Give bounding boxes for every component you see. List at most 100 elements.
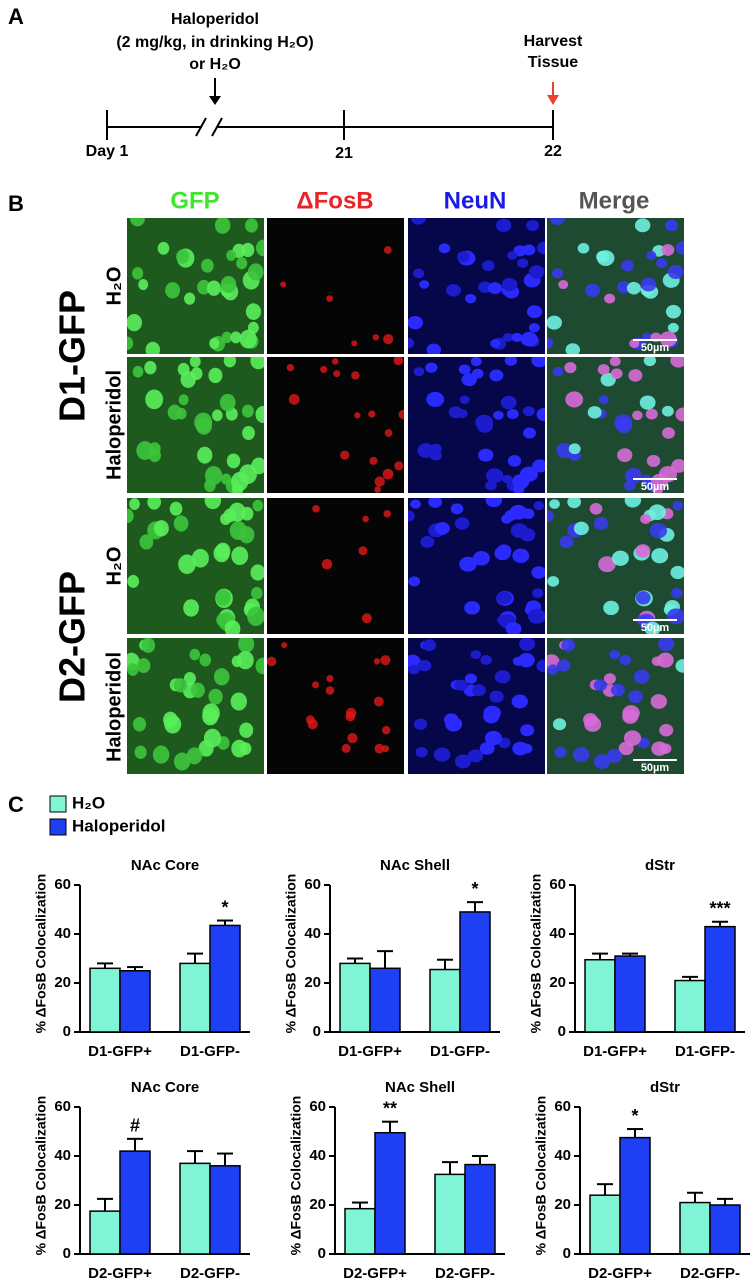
x-tick-label: D2-GFP+ <box>588 1265 652 1280</box>
nucleus <box>351 340 358 347</box>
micrograph <box>127 638 264 774</box>
cell <box>643 357 657 367</box>
cell <box>165 282 181 299</box>
nucleus <box>382 468 394 480</box>
cell <box>147 498 162 510</box>
chart: dStr % ΔFosB Colocalization 0 20 40 60 D2-GFP+… <box>533 1079 750 1280</box>
cell <box>536 659 545 673</box>
cell <box>176 249 190 264</box>
chart-title: NAc Shell <box>380 857 450 874</box>
cell <box>245 218 258 233</box>
cell <box>623 730 642 746</box>
cell <box>134 745 147 759</box>
nucleus <box>340 450 350 460</box>
cell <box>145 389 164 410</box>
cell <box>428 498 443 508</box>
cell <box>501 277 518 292</box>
bar <box>209 924 241 1033</box>
cell <box>506 408 519 420</box>
cell <box>675 241 684 255</box>
cell <box>445 716 463 732</box>
cell <box>634 218 651 233</box>
cell <box>255 657 264 675</box>
panel-label: A <box>8 4 24 29</box>
cell <box>504 357 518 366</box>
cell <box>419 280 430 289</box>
nucleus <box>326 675 334 683</box>
cell <box>139 534 154 550</box>
cell <box>438 243 451 254</box>
cell <box>450 503 464 515</box>
nucleus <box>380 655 391 666</box>
micrograph <box>408 638 545 774</box>
cell <box>213 668 230 686</box>
cell <box>239 722 254 738</box>
cell <box>251 457 264 475</box>
cell <box>173 677 187 693</box>
cell <box>183 599 200 617</box>
cell <box>173 752 191 771</box>
cell <box>138 279 149 291</box>
y-tick-label: 60 <box>309 1098 326 1115</box>
y-tick-label: 60 <box>554 1098 571 1115</box>
bar <box>89 1210 121 1255</box>
cell <box>526 219 539 231</box>
row-label: Haloperidol <box>103 652 125 762</box>
cell <box>496 591 512 605</box>
cell <box>532 588 544 599</box>
cell <box>635 544 651 558</box>
nucleus <box>307 719 318 730</box>
cell <box>429 443 442 454</box>
cell <box>536 407 545 422</box>
cell <box>232 483 244 493</box>
cell <box>502 332 514 342</box>
cell <box>635 591 651 605</box>
cell <box>496 544 512 558</box>
y-tick-label: 60 <box>54 1098 71 1115</box>
bar <box>464 1163 496 1255</box>
cell <box>255 239 264 257</box>
cell <box>502 474 513 484</box>
nucleus <box>368 410 376 418</box>
bar <box>709 1204 741 1255</box>
cell <box>606 748 623 763</box>
x-tick-label: D1-GFP+ <box>88 1043 152 1060</box>
cell <box>547 337 554 349</box>
group-label: D1-GFP <box>52 290 93 422</box>
nucleus <box>320 365 328 373</box>
legend-label: Haloperidol <box>72 816 166 835</box>
cell <box>639 395 656 410</box>
cell <box>603 673 616 685</box>
cell <box>464 673 477 684</box>
cell <box>651 548 669 564</box>
cell <box>549 499 560 509</box>
cell <box>552 268 564 279</box>
nucleus <box>325 686 335 695</box>
micrograph-content <box>267 498 404 634</box>
cell <box>184 292 196 305</box>
cell <box>622 709 639 724</box>
cell <box>485 468 504 483</box>
cell <box>610 368 623 379</box>
cell <box>572 747 590 763</box>
cell <box>132 365 144 378</box>
cell <box>239 742 252 756</box>
cell <box>199 653 212 667</box>
treatment-text: (2 mg/kg, in drinking H₂O) <box>116 34 313 51</box>
cell <box>194 412 213 433</box>
bar <box>704 925 736 1033</box>
cell <box>470 357 482 367</box>
cell <box>220 512 232 526</box>
nucleus <box>382 745 390 753</box>
micrograph-content <box>127 357 264 493</box>
nucleus <box>369 456 378 465</box>
group-label: D2-GFP <box>52 571 93 703</box>
cell <box>255 406 264 423</box>
x-tick-label: D2-GFP- <box>680 1265 740 1280</box>
cell <box>241 242 255 258</box>
bar <box>179 1162 211 1255</box>
y-tick-label: 0 <box>63 1245 71 1262</box>
cell <box>177 362 190 376</box>
cell <box>420 536 435 548</box>
